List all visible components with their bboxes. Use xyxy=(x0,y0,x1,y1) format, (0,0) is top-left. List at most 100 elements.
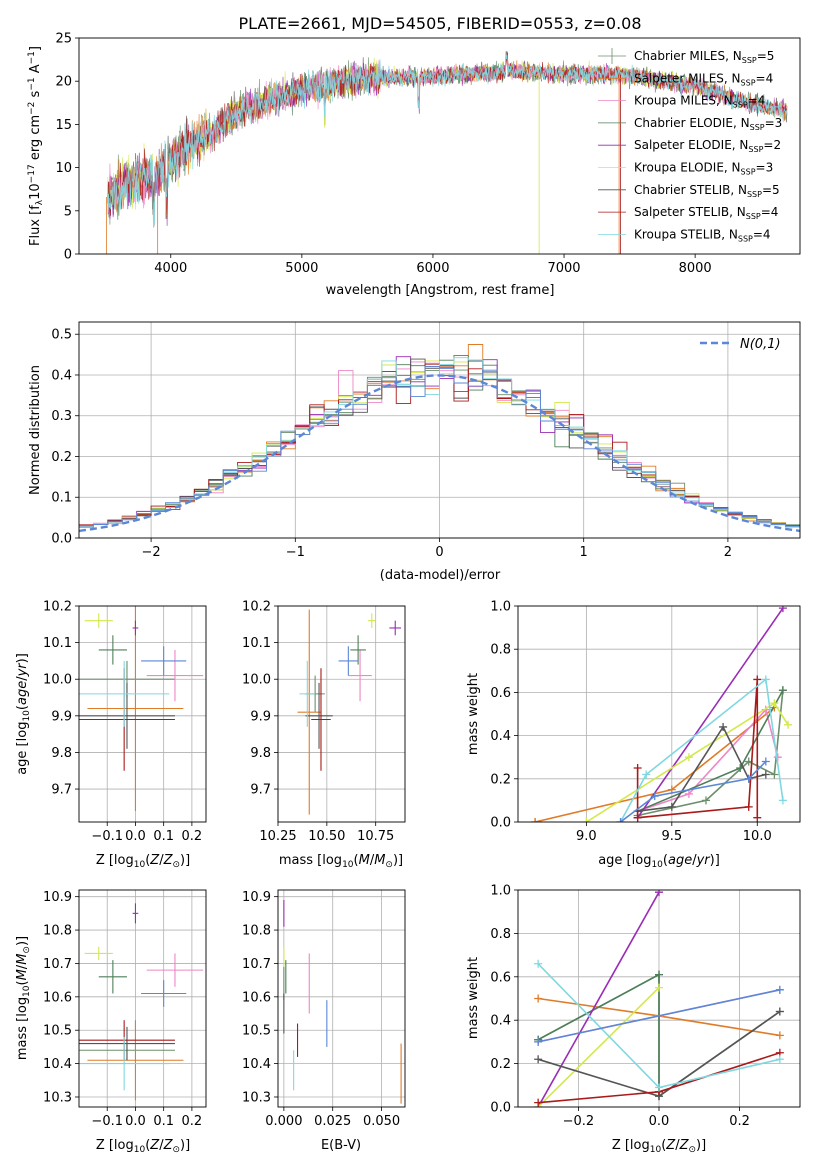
weight-series-line xyxy=(620,760,767,822)
legend-label: Kroupa MILES, NSSP=4 xyxy=(634,94,765,110)
x-tick-label: 1 xyxy=(580,545,588,560)
legend-label: Chabrier STELIB, NSSP=5 xyxy=(634,183,780,199)
weight-point-marker xyxy=(616,818,625,822)
y-tick-label: 0.0 xyxy=(490,1101,511,1116)
y-tick-label: 0.4 xyxy=(51,368,72,383)
y-axis-label: age [log10(age/yr)] xyxy=(15,653,32,775)
normal-reference-curve xyxy=(79,374,800,533)
y-tick-label: 10.5 xyxy=(242,1024,271,1039)
weight-series-line xyxy=(636,607,784,819)
y-tick-label: 0.0 xyxy=(51,532,72,547)
weight-point-marker xyxy=(761,675,770,684)
y-axis-label: Flux [fλ10−17 erg cm−2 s−1 A−1] xyxy=(27,46,45,246)
y-tick-label: 1.0 xyxy=(490,600,511,615)
x-axis-label: E(B-V) xyxy=(321,1138,361,1153)
x-tick-label: 0.2 xyxy=(182,829,203,844)
weight-point-marker xyxy=(633,813,642,822)
panel-residuals: −2 −1 0 1 2 0.0 0.1 0.2 0.3 0.4 0.5 N(0,1) (data-mod… xyxy=(28,321,801,583)
panel-Z-weight: −0.2 0.0 0.2 0.0 0.2 0.4 0.6 0.8 1.0 Z [log10(Z/Z… xyxy=(466,884,801,1155)
y-tick-label: 10.2 xyxy=(242,600,271,615)
legend-label: Salpeter MILES, NSSP=4 xyxy=(634,71,773,87)
legend-label: Salpeter STELIB, NSSP=4 xyxy=(634,205,778,221)
x-tick-label: −2 xyxy=(142,545,161,560)
y-tick-label: 10.6 xyxy=(43,990,72,1005)
weight-point-marker xyxy=(534,994,543,1003)
x-tick-label: 10.75 xyxy=(357,829,394,844)
weight-point-marker xyxy=(778,796,787,805)
y-tick-label: 9.7 xyxy=(51,783,72,798)
weight-series-line xyxy=(637,708,779,812)
plot-area xyxy=(79,606,204,812)
x-tick-label: 0.050 xyxy=(363,1114,400,1129)
y-tick-label: 5 xyxy=(64,204,72,219)
axes-frame xyxy=(78,605,207,823)
weight-point-marker xyxy=(770,770,779,779)
x-tick-label: 0.2 xyxy=(729,1114,750,1129)
weight-series-line xyxy=(637,725,766,812)
y-tick-label: 9.9 xyxy=(51,709,72,724)
y-axis-label: mass [log10(M/M⊙)] xyxy=(15,936,32,1060)
x-tick-label: 10.25 xyxy=(259,829,296,844)
x-tick-label: 0.1 xyxy=(153,829,174,844)
y-tick-label: 0.5 xyxy=(51,328,72,343)
weight-series-line xyxy=(537,989,781,1043)
weight-point-marker xyxy=(775,1031,784,1040)
weight-point-marker xyxy=(684,789,693,798)
panel-Z-age: −0.1 0.0 0.1 0.2 9.7 9.8 9.9 10.0 10.1 10.2 Z [log… xyxy=(15,600,207,870)
y-tick-label: 0.8 xyxy=(490,643,511,658)
x-axis-label: Z [log10(Z/Z⊙)] xyxy=(612,1138,706,1155)
weight-point-marker xyxy=(744,802,753,811)
y-tick-label: 10.7 xyxy=(242,957,271,972)
y-tick-label: 10.4 xyxy=(242,1057,271,1072)
x-tick-label: 0.000 xyxy=(265,1114,302,1129)
y-tick-label: 10.3 xyxy=(43,1090,72,1105)
panel-age-weight: 9.0 9.5 10.0 0.0 0.2 0.4 0.6 0.8 1.0 age [log10(a… xyxy=(466,600,801,870)
y-tick-label: 0.8 xyxy=(490,927,511,942)
y-tick-label: 0.4 xyxy=(490,1014,511,1029)
x-tick-label: 5000 xyxy=(285,261,318,276)
weight-point-marker xyxy=(784,720,793,729)
x-tick-label: 9.0 xyxy=(576,829,597,844)
weight-point-marker xyxy=(655,970,663,979)
axes-frame xyxy=(78,37,801,255)
weight-point-marker xyxy=(778,606,787,613)
y-tick-label: 10.3 xyxy=(242,1090,271,1105)
figure-title: PLATE=2661, MJD=54505, FIBERID=0553, z=0… xyxy=(238,14,641,33)
axes-frame xyxy=(277,889,406,1108)
x-tick-label: 0 xyxy=(435,545,443,560)
legend-label: N(0,1) xyxy=(740,337,781,352)
legend-label: Chabrier ELODIE, NSSP=3 xyxy=(634,116,782,132)
weight-series-line xyxy=(537,987,660,1107)
x-tick-label: 4000 xyxy=(154,261,187,276)
x-tick-label: −0.2 xyxy=(563,1114,595,1129)
y-tick-label: 0 xyxy=(64,248,72,263)
x-axis-label: mass [log10(M/M⊙)] xyxy=(279,853,403,870)
x-axis-label: age [log10(age/yr)] xyxy=(598,853,720,870)
plot-area xyxy=(531,606,793,822)
y-tick-label: 25 xyxy=(55,32,72,47)
weight-point-marker xyxy=(778,686,787,695)
x-tick-label: 7000 xyxy=(547,261,580,276)
y-tick-label: 1.0 xyxy=(490,884,511,899)
legend-label: Salpeter ELODIE, NSSP=2 xyxy=(634,138,781,154)
y-tick-label: 0.2 xyxy=(490,1057,511,1072)
weight-point-marker xyxy=(534,1037,543,1046)
weight-point-marker xyxy=(667,802,676,811)
y-tick-label: 0.0 xyxy=(490,816,511,831)
x-tick-label: 10.0 xyxy=(743,829,772,844)
y-tick-label: 15 xyxy=(55,118,72,133)
weight-point-marker xyxy=(650,792,659,801)
x-axis-label: wavelength [Angstrom, rest frame] xyxy=(326,283,555,298)
x-tick-label: 0.2 xyxy=(182,1114,203,1129)
y-tick-label: 0.1 xyxy=(51,491,72,506)
x-axis-label: Z [log10(Z/Z⊙)] xyxy=(96,1138,190,1155)
plot-area xyxy=(283,900,402,1104)
y-tick-label: 10.1 xyxy=(43,636,72,651)
y-tick-label: 10.8 xyxy=(242,924,271,939)
legend-label: Kroupa ELODIE, NSSP=3 xyxy=(634,161,773,177)
weight-point-marker xyxy=(642,770,651,779)
weight-point-marker xyxy=(761,757,770,766)
plot-area xyxy=(297,609,402,815)
y-tick-label: 0.4 xyxy=(490,729,511,744)
